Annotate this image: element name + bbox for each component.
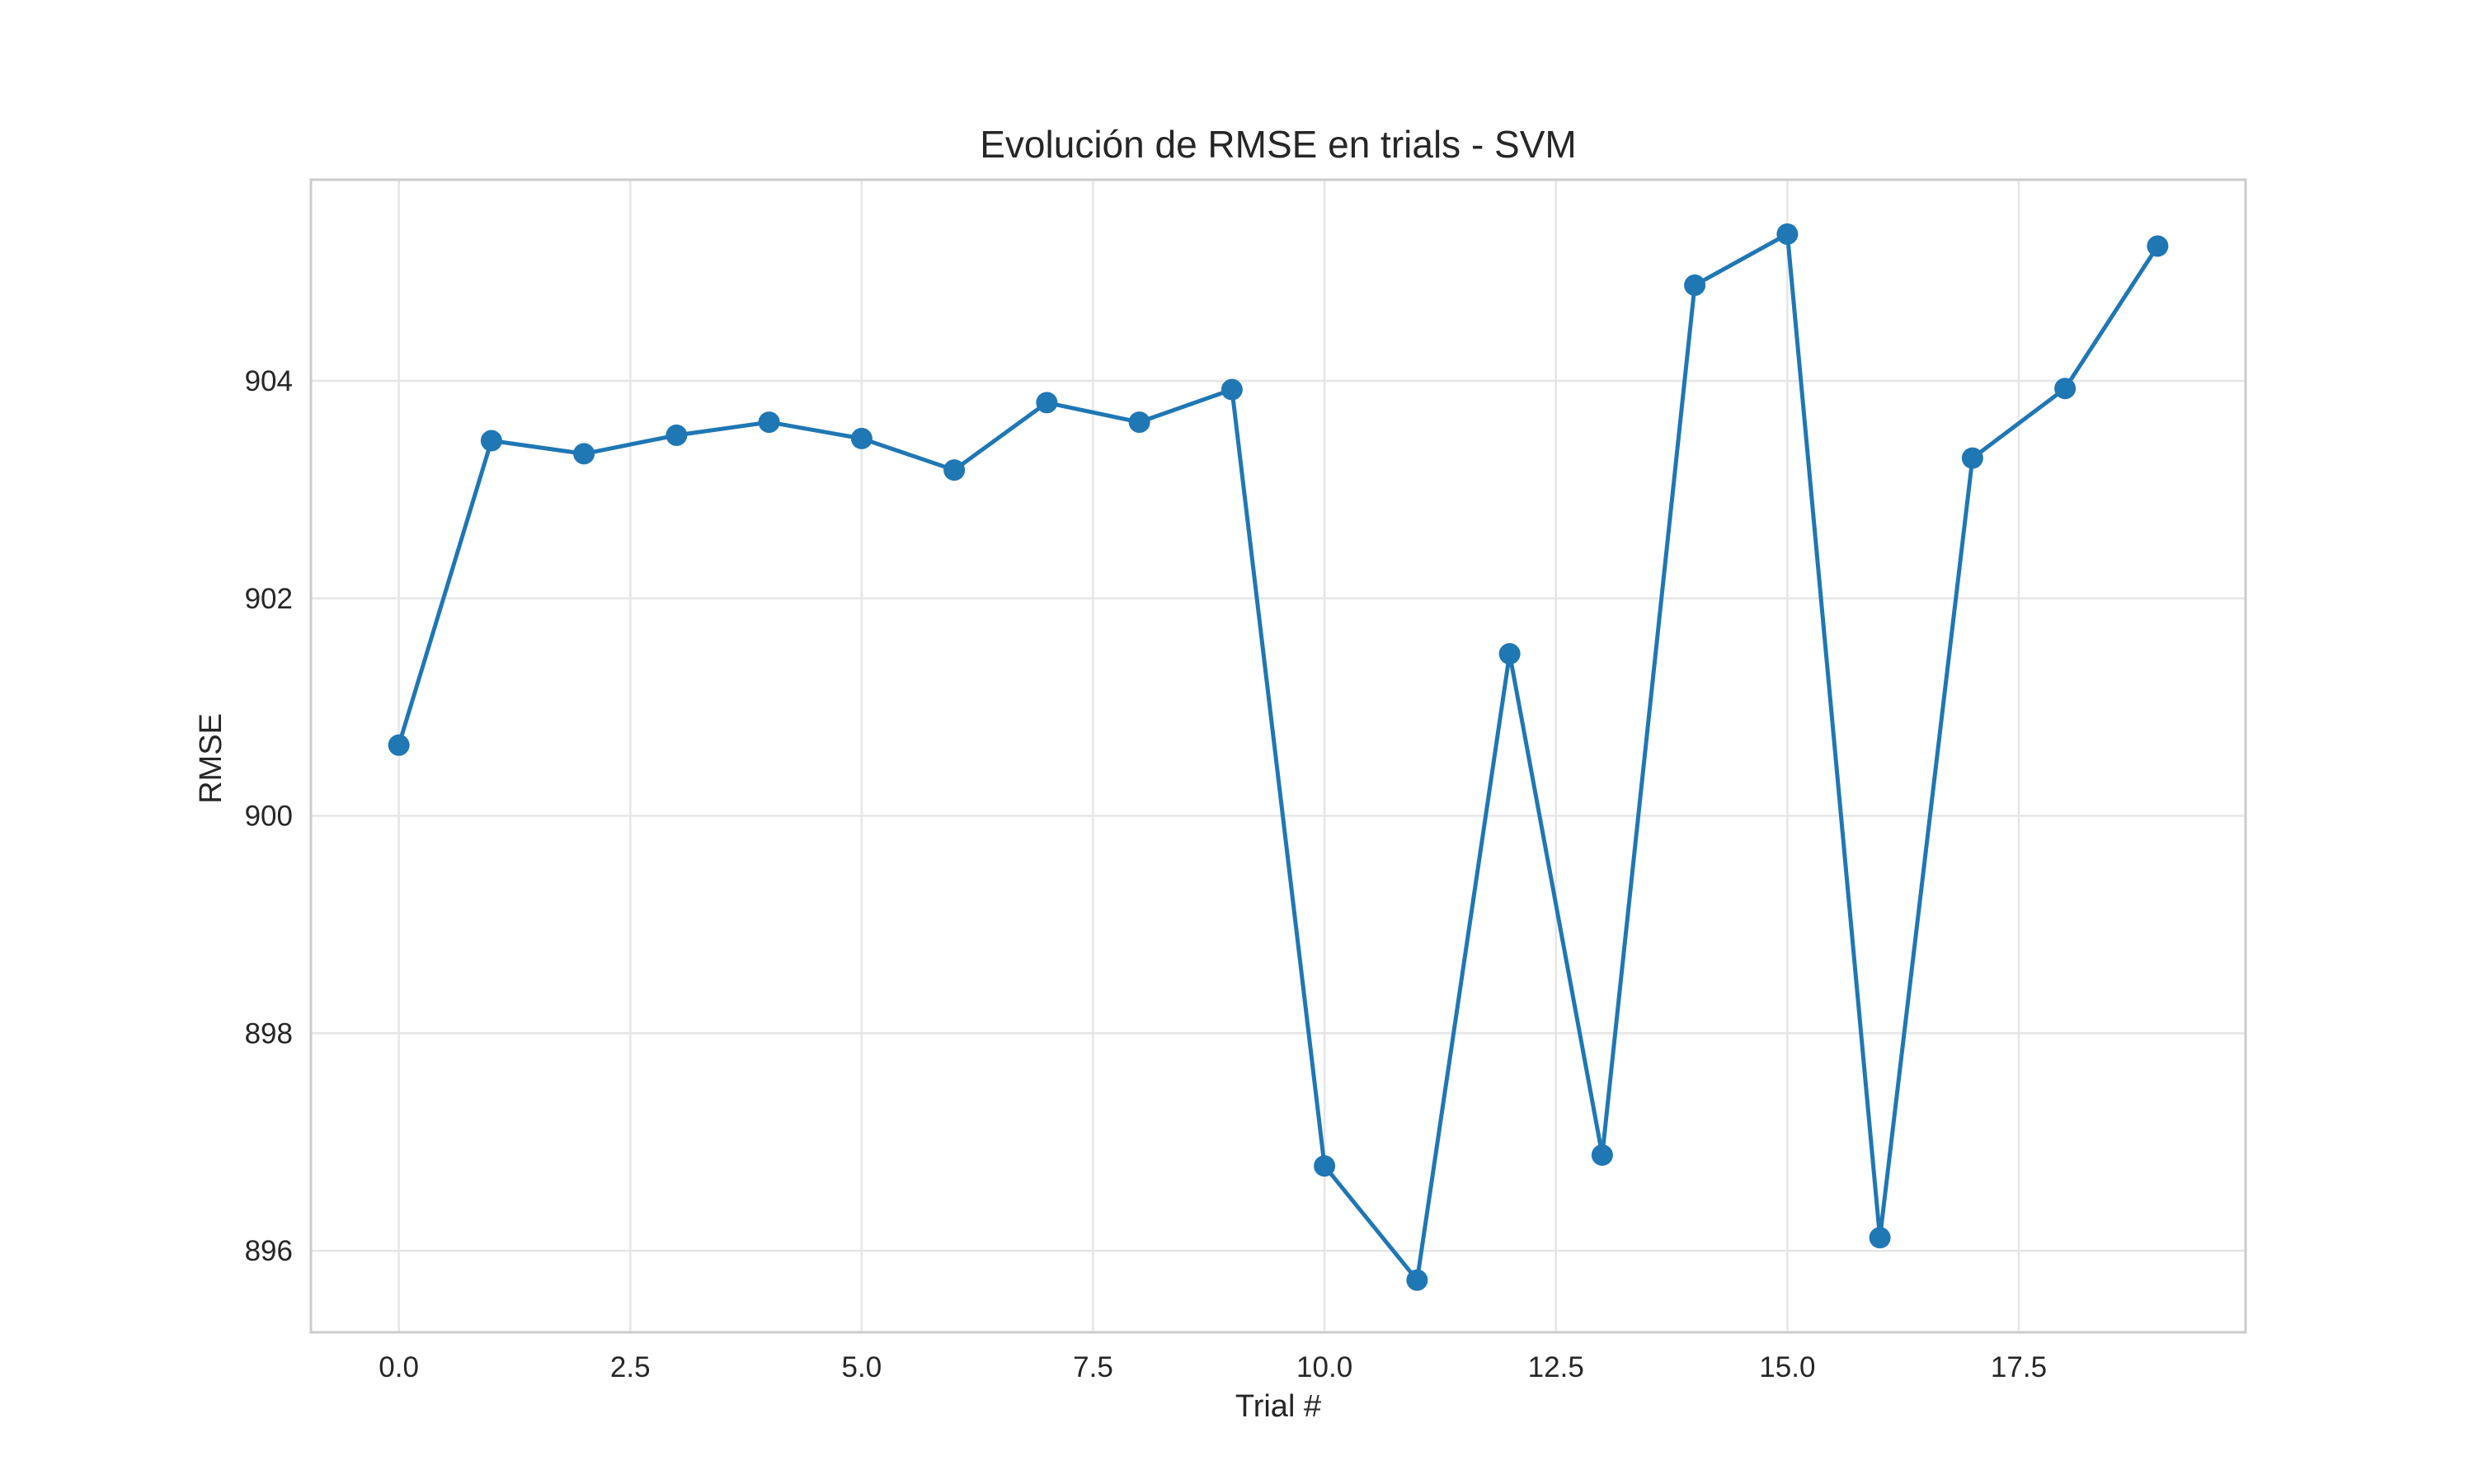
data-point bbox=[1221, 378, 1243, 401]
grid-lines bbox=[311, 180, 2246, 1332]
x-tick-label: 10.0 bbox=[1296, 1351, 1352, 1383]
data-point bbox=[573, 443, 595, 465]
tick-labels: 0.0 2.5 5.0 7.5 10.0 12.5 15.0 17.5 896 898 900 902… bbox=[245, 365, 2047, 1383]
data-point bbox=[2147, 235, 2169, 257]
data-point bbox=[388, 734, 410, 756]
x-tick-label: 2.5 bbox=[610, 1351, 651, 1383]
data-point bbox=[1776, 223, 1799, 245]
data-point bbox=[666, 424, 688, 446]
data-point bbox=[1591, 1144, 1613, 1167]
data-point bbox=[850, 427, 872, 449]
data-point bbox=[1961, 447, 1983, 469]
data-point bbox=[758, 411, 780, 434]
y-tick-label: 896 bbox=[245, 1235, 293, 1267]
x-tick-label: 7.5 bbox=[1073, 1351, 1113, 1383]
x-tick-label: 0.0 bbox=[379, 1351, 419, 1383]
chart-title: Evolución de RMSE en trials - SVM bbox=[980, 123, 1577, 166]
y-tick-label: 898 bbox=[245, 1017, 293, 1050]
y-tick-label: 904 bbox=[245, 365, 293, 397]
plot-frame bbox=[309, 178, 2247, 1334]
data-point bbox=[1869, 1227, 1891, 1249]
x-tick-label: 5.0 bbox=[842, 1351, 882, 1383]
x-tick-label: 12.5 bbox=[1528, 1351, 1584, 1383]
x-tick-label: 15.0 bbox=[1759, 1351, 1815, 1383]
data-point bbox=[2054, 378, 2077, 400]
y-tick-label: 900 bbox=[245, 801, 293, 833]
data-point bbox=[1036, 392, 1058, 414]
data-point bbox=[1498, 643, 1521, 665]
data-point bbox=[1128, 411, 1150, 434]
data-point bbox=[1406, 1269, 1428, 1291]
series-line bbox=[397, 232, 2160, 1283]
data-point bbox=[1684, 274, 1706, 296]
x-axis-label: Trial # bbox=[1235, 1389, 1321, 1424]
data-point bbox=[943, 459, 966, 481]
y-tick-label: 902 bbox=[245, 583, 293, 615]
x-tick-label: 17.5 bbox=[1991, 1351, 2047, 1383]
data-point bbox=[480, 430, 502, 452]
data-point bbox=[1314, 1155, 1336, 1177]
y-axis-label: RMSE bbox=[194, 713, 228, 804]
series-layer bbox=[388, 223, 2169, 1291]
